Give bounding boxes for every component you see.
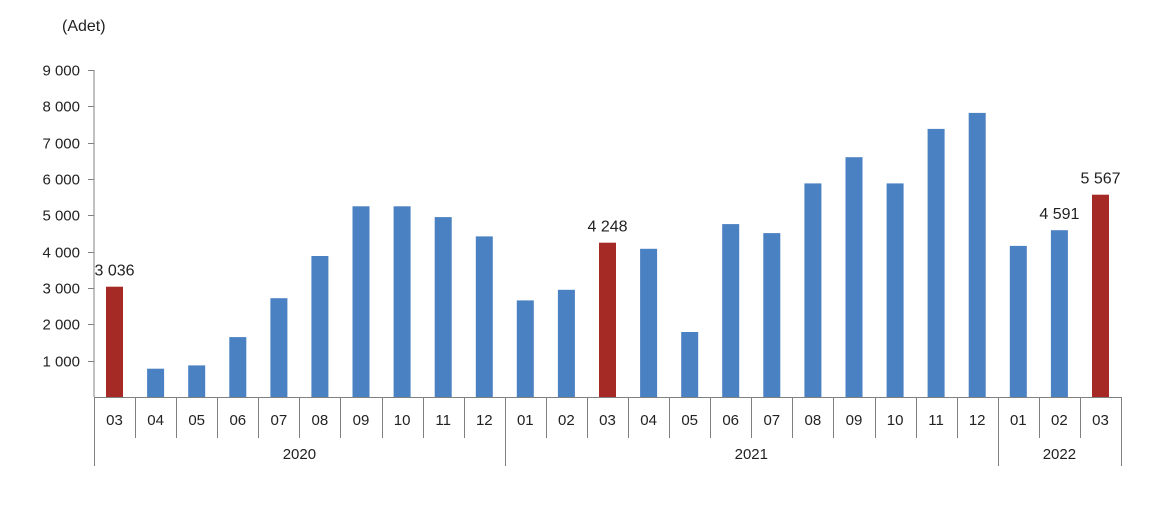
x-tick-label: 01 <box>517 412 534 429</box>
x-tick-label: 05 <box>188 412 205 429</box>
year-label: 2022 <box>1043 446 1076 463</box>
y-tick-label: 3 000 <box>42 281 80 298</box>
year-label: 2021 <box>735 446 768 463</box>
y-tick-label: 1 000 <box>42 354 80 371</box>
data-label: 4 248 <box>587 219 627 236</box>
bar <box>722 224 740 397</box>
unit-label: (Adet) <box>62 18 106 35</box>
x-tick-label: 12 <box>969 412 986 429</box>
x-tick-label: 07 <box>763 412 780 429</box>
x-tick-label: 08 <box>312 412 329 429</box>
x-tick-label: 02 <box>1051 412 1068 429</box>
x-tick-label: 10 <box>887 412 904 429</box>
bar <box>886 183 904 397</box>
y-tick-label: 4 000 <box>42 245 80 262</box>
x-tick-label: 02 <box>558 412 575 429</box>
bar <box>188 365 206 397</box>
bar <box>763 233 781 397</box>
x-tick-label: 05 <box>681 412 698 429</box>
x-axis: 03 04 05 06 07 08 09 10 11 12 01 02 03 04 05 06 07 08 09 10… <box>94 397 1122 466</box>
bar <box>147 368 165 397</box>
y-tick-label: 6 000 <box>42 172 80 189</box>
bar <box>229 337 247 397</box>
x-tick-label: 01 <box>1010 412 1027 429</box>
y-tick-label: 2 000 <box>42 317 80 334</box>
bar <box>106 286 123 397</box>
x-tick-label: 12 <box>476 412 493 429</box>
y-axis: 9 000 8 000 7 000 6 000 5 000 4 000 3 000 2 000… <box>42 63 95 397</box>
x-tick-label: 11 <box>435 412 451 429</box>
bar <box>640 248 658 397</box>
data-label: 5 567 <box>1080 171 1120 188</box>
data-label: 4 591 <box>1039 206 1079 223</box>
bar <box>557 289 575 397</box>
y-tick-label: 7 000 <box>42 136 80 153</box>
bar <box>311 256 329 397</box>
bar <box>352 206 370 398</box>
x-tick-label: 06 <box>229 412 246 429</box>
bar <box>1050 230 1068 397</box>
x-tick-label: 03 <box>599 412 616 429</box>
bar <box>968 112 986 398</box>
y-tick-label: 5 000 <box>42 208 80 225</box>
data-label: 3 036 <box>94 263 134 280</box>
x-tick-label: 10 <box>394 412 411 429</box>
bar <box>927 128 945 397</box>
bar <box>270 298 288 397</box>
bar <box>516 300 534 397</box>
x-tick-label: 04 <box>147 412 164 429</box>
x-tick-label: 04 <box>640 412 657 429</box>
y-tick-label: 9 000 <box>42 63 80 80</box>
bars: 3 036 4 248 4 591 5 567 <box>94 112 1121 398</box>
year-label: 2020 <box>283 446 316 463</box>
bar <box>599 242 616 397</box>
x-tick-label: 07 <box>271 412 288 429</box>
bar <box>475 236 493 397</box>
x-tick-label: 08 <box>805 412 822 429</box>
x-tick-label: 03 <box>1092 412 1109 429</box>
bar <box>845 157 863 397</box>
bar <box>393 206 411 398</box>
bar <box>804 183 822 397</box>
y-tick-label: 8 000 <box>42 99 80 116</box>
x-tick-label: 06 <box>722 412 739 429</box>
x-tick-label: 09 <box>353 412 370 429</box>
bar <box>1092 194 1109 397</box>
x-tick-label: 03 <box>106 412 123 429</box>
x-tick-label: 09 <box>846 412 863 429</box>
bar <box>1009 245 1027 397</box>
bar <box>434 217 452 397</box>
bar <box>681 332 699 397</box>
x-tick-label: 11 <box>928 412 944 429</box>
